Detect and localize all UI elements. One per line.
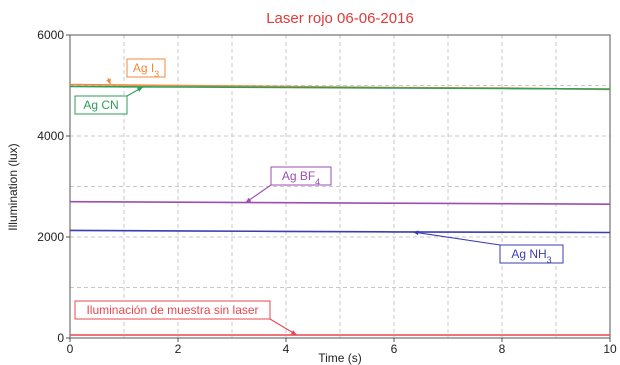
series-line-1 — [69, 85, 611, 90]
annotation-4: Iluminación de muestra sin laser — [74, 300, 298, 336]
annotation-arrow — [412, 231, 501, 246]
y-tick-label: 4000 — [37, 129, 64, 143]
annotation-0: Ag I3 — [106, 58, 166, 85]
series-line-3 — [69, 229, 611, 234]
series-line-2 — [69, 200, 611, 205]
annotation-box — [270, 166, 332, 186]
series-layer — [69, 83, 611, 336]
y-tick-label: 0 — [57, 331, 64, 345]
x-tick-label: 6 — [391, 342, 398, 356]
y-tick-label: 6000 — [37, 28, 64, 42]
chart-title: Laser rojo 06-06-2016 — [266, 10, 414, 27]
arrowhead — [136, 87, 143, 92]
y-tick-label: 2000 — [37, 230, 64, 244]
x-tick-label: 0 — [67, 342, 74, 356]
axis-ticks: 0 2 4 6 8 10 0 2000 4000 6000 — [37, 28, 617, 356]
annotation-label: Ag CN — [83, 98, 118, 112]
x-axis-label: Time (s) — [318, 351, 362, 365]
plot-frame — [69, 34, 611, 339]
annotation-3: Ag NH3 — [412, 230, 564, 265]
annotation-box — [126, 58, 166, 78]
annotations: Ag I3 Ag CN Ag BF4 Ag NH3 Iluminación de mue… — [74, 58, 564, 336]
annotation-subscript: 3 — [547, 255, 552, 265]
x-tick-label: 2 — [175, 342, 182, 356]
arrowhead — [412, 230, 419, 236]
annotation-label: Ag BF4 — [282, 169, 320, 187]
x-tick-label: 4 — [283, 342, 290, 356]
y-axis-label: Illumination (lux) — [6, 143, 20, 230]
arrowhead — [290, 330, 297, 335]
annotation-1: Ag CN — [74, 86, 144, 115]
annotation-box — [74, 300, 271, 320]
arrowhead — [106, 78, 111, 85]
annotation-box — [499, 244, 564, 264]
annotation-label: Ag NH3 — [511, 247, 551, 265]
arrowhead — [245, 197, 252, 203]
annotation-subscript: 4 — [315, 177, 320, 187]
annotation-label: Ag I3 — [133, 61, 159, 79]
x-tick-label: 8 — [499, 342, 506, 356]
x-tick-label: 10 — [603, 342, 617, 356]
annotation-box — [74, 95, 128, 115]
annotation-2: Ag BF4 — [245, 166, 332, 204]
grid-lines — [70, 35, 610, 338]
annotation-label: Iluminación de muestra sin laser — [86, 303, 258, 317]
annotation-subscript: 3 — [154, 69, 159, 79]
